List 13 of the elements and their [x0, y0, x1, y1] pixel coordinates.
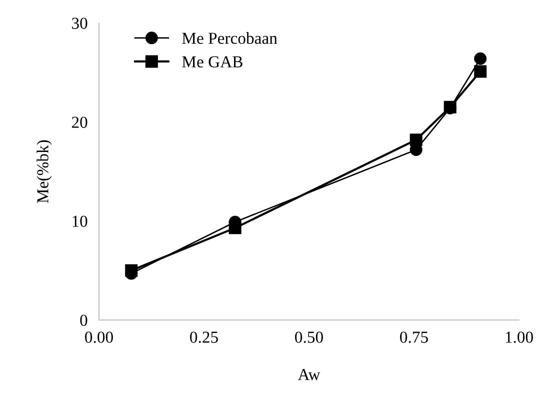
legend-label: Me Percobaan [182, 32, 278, 44]
y-tick-label: 30 [72, 18, 88, 29]
x-tick-label: 0.00 [85, 332, 113, 343]
x-tick-label: 1.00 [506, 332, 533, 343]
y-tick-label: 10 [72, 216, 88, 227]
x-tick-label: 0.50 [295, 332, 323, 343]
legend-label: Me GAB [182, 56, 242, 68]
y-tick-label: 20 [72, 116, 88, 128]
x-tick-label: 0.75 [400, 332, 428, 343]
x-tick-label: 0.25 [190, 332, 218, 343]
y-axis-title: Me(%bk) [36, 140, 52, 203]
x-axis-title: Aw [298, 369, 320, 380]
y-tick-label: 0 [80, 314, 88, 326]
